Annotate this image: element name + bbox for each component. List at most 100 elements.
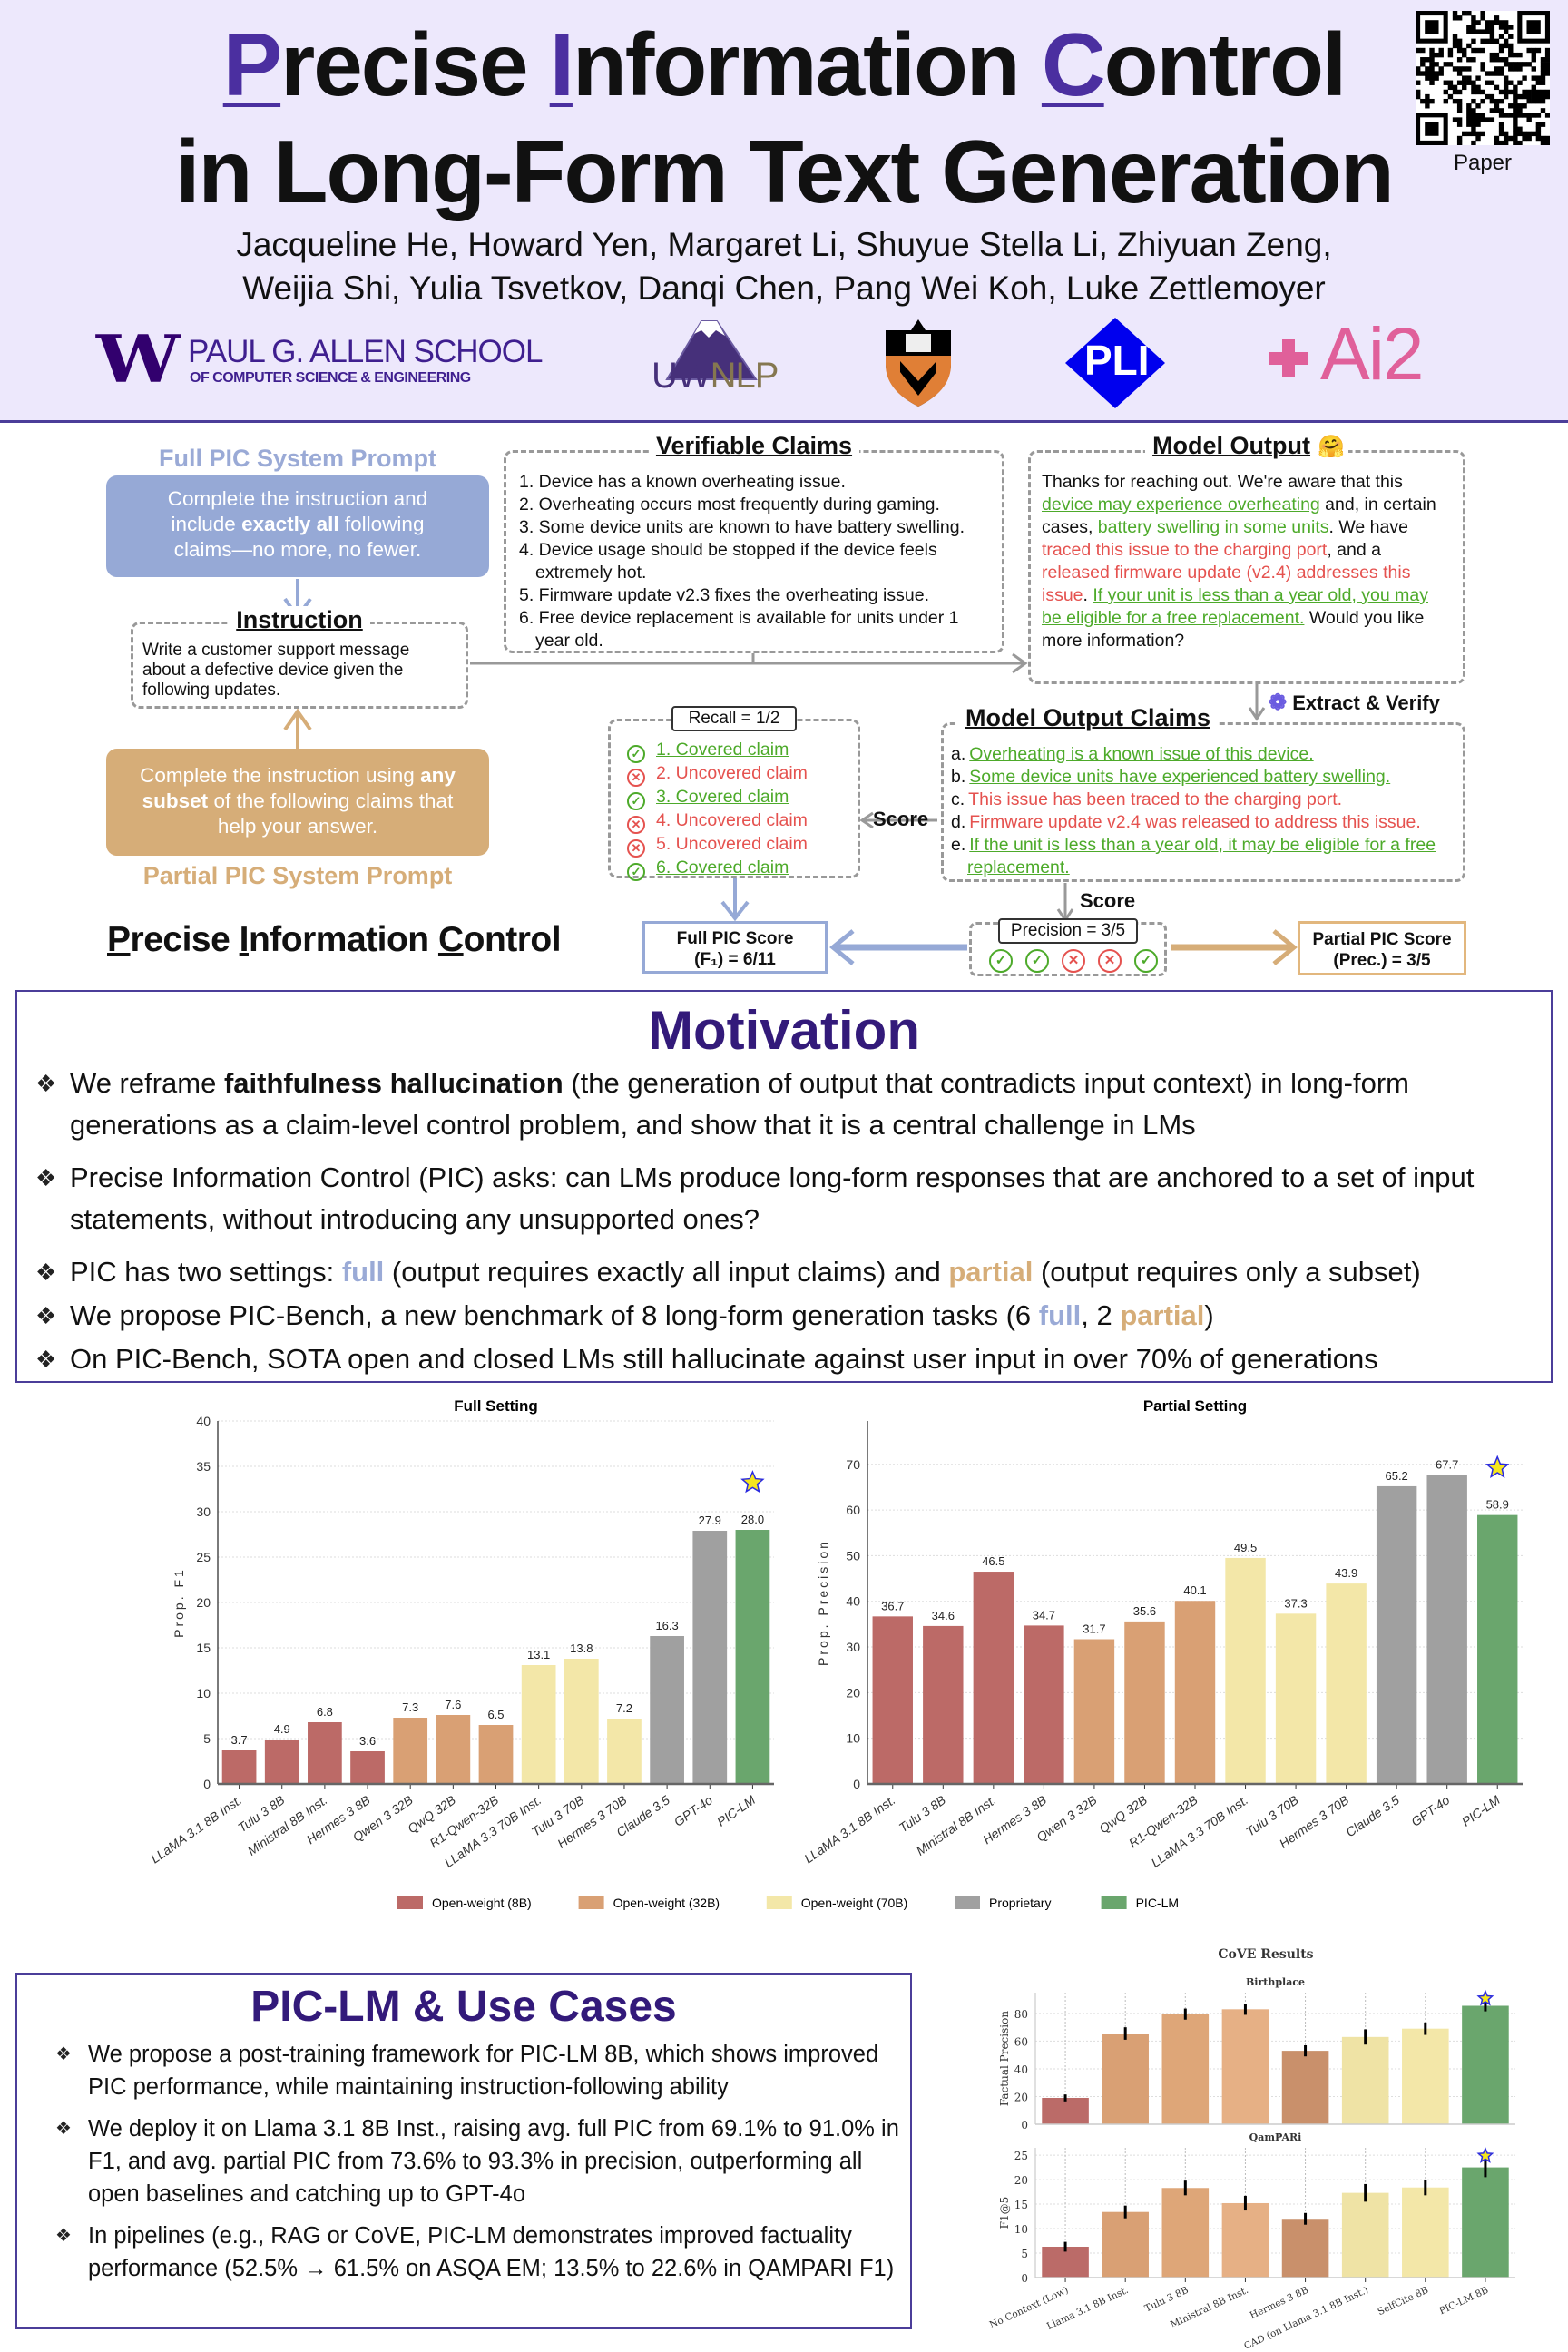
bar (1341, 2192, 1389, 2278)
y-tick-label: 15 (1014, 2199, 1028, 2211)
piclm-bullet: We deploy it on Llama 3.1 8B Inst., rais… (55, 2112, 905, 2210)
text-segment: P (222, 15, 282, 114)
bar (350, 1751, 385, 1784)
piclm-bullet: In pipelines (e.g., RAG or CoVE, PIC-LM … (55, 2220, 905, 2285)
star-icon (1476, 1989, 1494, 2006)
partial-pic-score-box: Partial PIC Score (Prec.) = 3/5 (1298, 921, 1466, 975)
model-output-title: Model Output (1145, 432, 1318, 459)
precision-marks: ✓ ✓ ✕ ✕ ✓ (989, 947, 1171, 973)
recall-item: ✓ 6. Covered claim (627, 858, 858, 881)
recall-item: ✕ 2. Uncovered claim (627, 763, 858, 787)
bar (393, 1718, 428, 1784)
model-output-box: Model Output 🤗 Thanks for reaching out. W… (1028, 432, 1465, 684)
bar (564, 1659, 599, 1784)
bar-value-label: 36.7 (881, 1599, 904, 1612)
legend-swatch (578, 1896, 604, 1909)
motivation-bullet: PIC has two settings: full (output requi… (35, 1251, 1533, 1293)
piclm-section: PIC-LM & Use Cases We propose a post-tra… (15, 1973, 912, 2329)
poster-title-line1: Precise Information Control (0, 20, 1568, 109)
arrow-instruction-to-output (470, 652, 1028, 674)
bar-value-label: 65.2 (1385, 1469, 1407, 1483)
bar (1326, 1583, 1367, 1784)
check-circle-icon: ✓ (627, 745, 645, 763)
text-segment: battery swelling in some units (1097, 517, 1329, 537)
y-axis-label: F1@5 (998, 2197, 1011, 2230)
qr-code[interactable] (1416, 11, 1550, 145)
y-tick-label: 5 (1021, 2248, 1028, 2260)
bar (1102, 2211, 1149, 2278)
hugging-face-emoji-icon: 🤗 (1318, 435, 1348, 459)
bar (1462, 2167, 1509, 2278)
y-tick-label: 50 (846, 1548, 860, 1563)
motivation-bullet: We reframe faithfulness hallucination (t… (35, 1063, 1533, 1146)
uw-logo-mark: W (95, 320, 181, 397)
text-segment: I (549, 15, 574, 114)
bar-value-label: 7.3 (402, 1700, 418, 1714)
bar (1174, 1601, 1216, 1784)
bar-value-label: 6.5 (487, 1708, 504, 1721)
bar-value-label: 40.1 (1183, 1583, 1206, 1597)
verifiable-claim: 5. Firmware update v2.3 fixes the overhe… (519, 585, 929, 605)
y-tick-label: 80 (1014, 2008, 1028, 2021)
text-segment: , and a (1327, 540, 1381, 560)
claim-text: This issue has been traced to the chargi… (968, 789, 1343, 809)
pic-bench-charts: Full Setting 0 5 10 15 20 25 30 35 40 Prop. F1 3.7 L… (148, 1397, 1523, 1910)
text-segment: If your unit is less than a year old, yo… (1042, 585, 1428, 628)
y-tick-label: 10 (846, 1731, 860, 1746)
y-tick-label: 20 (1014, 2174, 1028, 2187)
bar (1426, 1475, 1467, 1784)
full-pic-score-value: (F₁) = 6/11 (694, 950, 776, 969)
bar (1281, 2051, 1329, 2124)
bar-value-label: 7.2 (616, 1701, 632, 1715)
bar (264, 1740, 299, 1784)
recall-item: ✕ 4. Uncovered claim (627, 810, 858, 834)
y-tick-label: 15 (196, 1641, 211, 1655)
check-circle-icon: ✓ (627, 792, 645, 810)
x-circle-icon: ✕ (627, 769, 645, 787)
text-segment: and, in certain cases, (1042, 495, 1436, 537)
precision-badge: Precision = 3/5 (998, 918, 1138, 944)
text-segment: Precise Information Control (PIC) asks: … (70, 1161, 1475, 1235)
bar-value-label: 49.5 (1234, 1541, 1257, 1554)
y-tick-label: 60 (1014, 2035, 1028, 2048)
text-segment: PIC has two settings: (70, 1256, 342, 1288)
y-tick-label: 25 (196, 1550, 211, 1564)
recall-item-label: 2. Uncovered claim (656, 763, 808, 783)
bar (436, 1715, 471, 1784)
text-segment: ontrol (463, 920, 562, 959)
bar (872, 1616, 913, 1784)
star-icon (1476, 2146, 1494, 2163)
arrow-claims-to-recall (859, 811, 937, 829)
x-tick-label: SelfCite 8B (1376, 2285, 1430, 2318)
legend-label: Proprietary (989, 1896, 1051, 1910)
bar (923, 1625, 964, 1784)
piclm-title: PIC-LM & Use Cases (250, 1983, 677, 2031)
uwnlp-nlp-text: NLP (710, 356, 779, 396)
verifiable-claims-box: Verifiable Claims 1. Device has a known … (504, 432, 1004, 653)
text-segment: released firmware update (v2.4) addresse… (1042, 563, 1411, 605)
verifiable-claim: 1. Device has a known overheating issue. (519, 472, 846, 492)
bar (1402, 2187, 1449, 2278)
qr-label: Paper (1453, 151, 1513, 175)
full-pic-score-box: Full PIC Score (F₁) = 6/11 (642, 921, 828, 974)
y-tick-label: 30 (196, 1504, 211, 1519)
bar-value-label: 3.6 (359, 1734, 376, 1748)
bar (1225, 1557, 1266, 1784)
bar (1341, 2036, 1389, 2124)
chart-title: Partial Setting (1143, 1397, 1247, 1415)
recall-item: ✕ 5. Uncovered claim (627, 834, 858, 858)
recall-box: ✓ 1. Covered claim ✕ 2. Uncovered claim ✓ 3. … (608, 719, 860, 881)
full-prompt-box: Complete the instruction and include exa… (106, 475, 489, 577)
bar (1042, 2247, 1089, 2278)
chart-0: Full Setting 0 5 10 15 20 25 30 35 40 Prop. F1 3.7 L… (148, 1397, 774, 1870)
arrow-precision-to-full-score (829, 929, 967, 965)
bar-value-label: 13.1 (527, 1648, 550, 1661)
model-output-text: Thanks for reaching out. We're aware tha… (1042, 471, 1452, 652)
x-circle-icon: ✕ (1098, 949, 1122, 973)
bar (308, 1722, 342, 1784)
motivation-bullets: We reframe faithfulness hallucination (t… (35, 1063, 1533, 1380)
arrow-recall-to-full-score (720, 878, 750, 922)
verifiable-claims-title: Verifiable Claims (648, 432, 860, 459)
